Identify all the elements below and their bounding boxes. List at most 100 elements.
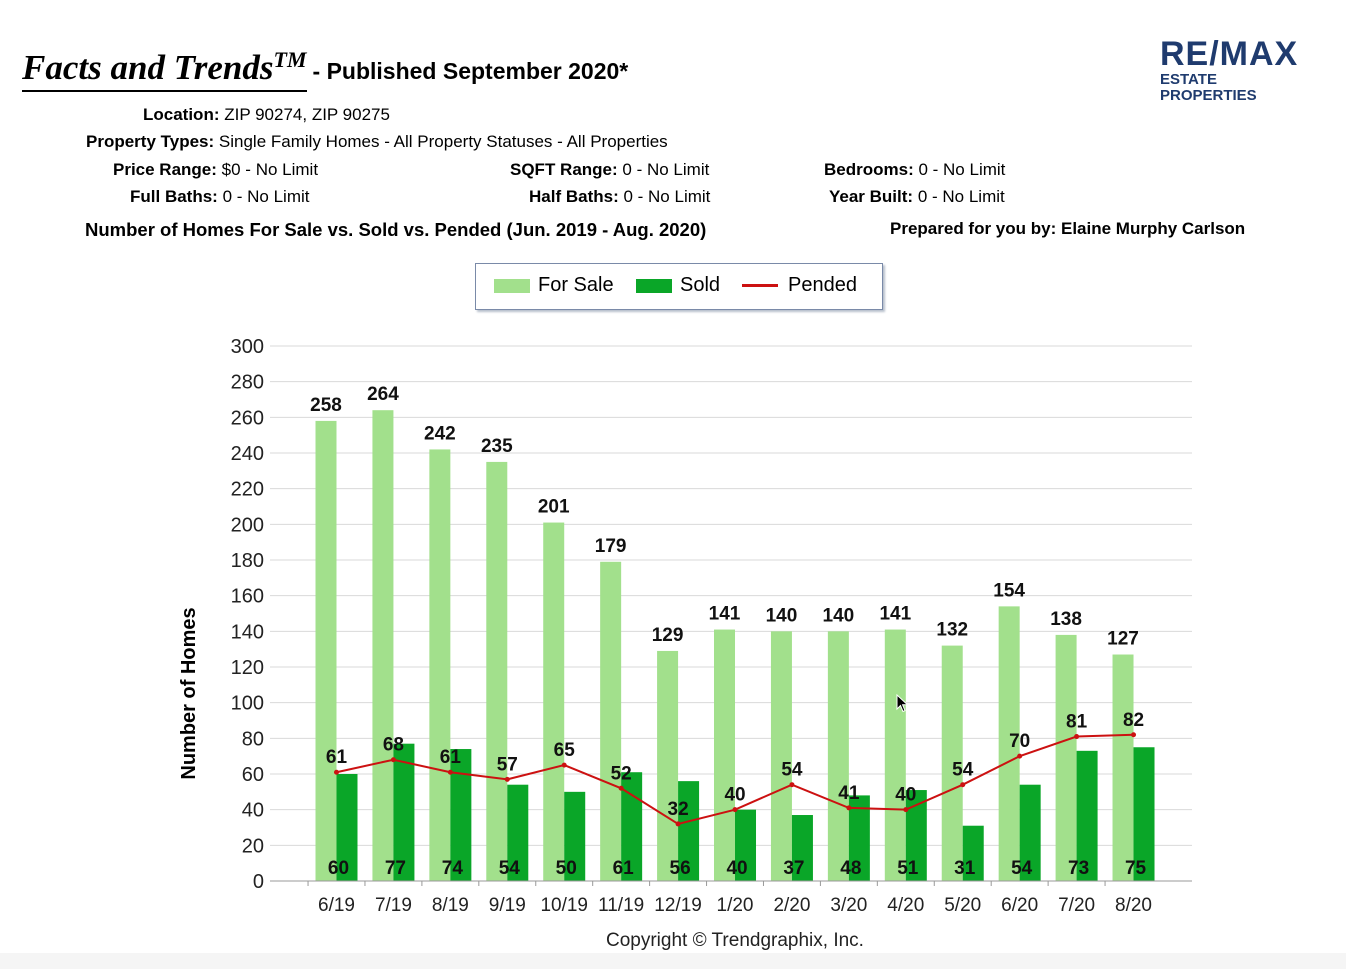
copyright-text: Copyright © Trendgraphix, Inc. xyxy=(606,930,864,951)
legend-item-sold: Sold xyxy=(636,274,720,297)
data-label-pended: 81 xyxy=(1066,712,1088,733)
data-label-sold: 77 xyxy=(385,858,406,879)
bar-for-sale xyxy=(884,629,906,881)
bar-sold xyxy=(393,743,415,881)
criteria-full-baths: Full Baths: 0 - No Limit xyxy=(130,187,310,207)
x-tick-label: 4/20 xyxy=(887,895,924,916)
data-label-for-sale: 235 xyxy=(481,436,513,457)
full-baths-value: 0 - No Limit xyxy=(222,187,310,206)
y-tick-label: 280 xyxy=(231,372,264,394)
bar-sold xyxy=(791,815,813,881)
legend-swatch-sold xyxy=(636,278,672,293)
x-tick-label: 6/19 xyxy=(318,895,355,916)
data-label-pended: 65 xyxy=(554,740,576,761)
full-baths-label: Full Baths: xyxy=(130,187,218,206)
data-label-for-sale: 154 xyxy=(993,580,1025,601)
x-tick-label: 8/19 xyxy=(432,895,469,916)
bar-for-sale xyxy=(315,420,337,881)
location-label: Location: xyxy=(143,105,220,124)
location-value: ZIP 90274, ZIP 90275 xyxy=(224,105,390,124)
x-tick-label: 8/20 xyxy=(1115,895,1152,916)
bar-sold xyxy=(735,809,757,881)
y-tick-label: 180 xyxy=(231,550,264,572)
bar-for-sale xyxy=(600,561,622,881)
price-range-label: Price Range: xyxy=(113,160,217,179)
data-label-for-sale: 242 xyxy=(424,423,456,444)
x-tick-label: 10/19 xyxy=(540,895,588,916)
y-tick-label: 60 xyxy=(242,764,264,786)
bar-sold xyxy=(621,772,643,881)
data-label-pended: 40 xyxy=(724,785,745,806)
data-label-pended: 54 xyxy=(952,760,974,781)
data-label-pended: 52 xyxy=(611,763,632,784)
data-label-pended: 40 xyxy=(895,785,916,806)
property-types-value: Single Family Homes - All Property Statu… xyxy=(218,132,668,151)
data-label-pended: 68 xyxy=(383,735,404,756)
data-label-for-sale: 201 xyxy=(538,497,570,518)
pended-point xyxy=(618,785,624,791)
year-built-label: Year Built: xyxy=(829,187,914,206)
logo-sub-text: ESTATE PROPERTIES xyxy=(1160,71,1257,104)
y-tick-label: 40 xyxy=(242,800,264,822)
bar-sold xyxy=(962,825,984,881)
data-label-sold: 60 xyxy=(328,858,349,879)
pended-point xyxy=(903,807,909,813)
brand-title: Facts and TrendsTM xyxy=(22,38,307,92)
data-label-pended: 41 xyxy=(838,783,860,804)
y-tick-label: 20 xyxy=(242,835,264,857)
x-tick-label: 12/19 xyxy=(654,895,702,916)
data-label-pended: 61 xyxy=(326,747,348,768)
legend-label-pended: Pended xyxy=(788,274,857,296)
bar-sold xyxy=(1133,747,1155,881)
data-label-for-sale: 138 xyxy=(1050,609,1082,630)
data-label-sold: 74 xyxy=(442,858,464,879)
bedrooms-label: Bedrooms: xyxy=(824,160,914,179)
data-label-for-sale: 132 xyxy=(936,620,968,641)
bar-for-sale xyxy=(372,410,394,881)
y-tick-label: 260 xyxy=(231,407,264,429)
criteria-location: Location: ZIP 90274, ZIP 90275 xyxy=(143,105,390,125)
pended-point xyxy=(675,821,681,827)
y-tick-label: 0 xyxy=(253,871,264,893)
bar-sold xyxy=(678,781,700,881)
chart-legend: For Sale Sold Pended xyxy=(475,263,883,310)
bar-for-sale xyxy=(998,606,1020,881)
x-tick-label: 2/20 xyxy=(773,895,810,916)
data-label-for-sale: 264 xyxy=(367,384,399,405)
chart-heading: Number of Homes For Sale vs. Sold vs. Pe… xyxy=(85,219,707,240)
y-axis-title: Number of Homes xyxy=(178,607,200,779)
data-label-sold: 48 xyxy=(840,858,861,879)
logo-main-text: RE/MAX xyxy=(1160,35,1299,73)
legend-label-for-sale: For Sale xyxy=(538,274,614,296)
data-label-pended: 70 xyxy=(1009,731,1030,752)
mouse-cursor-icon xyxy=(896,693,910,719)
legend-item-pended: Pended xyxy=(742,274,857,297)
y-tick-label: 80 xyxy=(242,728,264,750)
axes-layer: 0 20 40 60 80 100 120 140 160 180 200 220 240 260 280 3… xyxy=(178,336,1192,916)
pended-point xyxy=(390,757,396,763)
y-tick-label: 120 xyxy=(231,657,264,679)
data-label-for-sale: 141 xyxy=(879,604,911,625)
data-label-sold: 73 xyxy=(1068,858,1089,879)
data-label-for-sale: 140 xyxy=(766,605,798,626)
bar-for-sale xyxy=(486,461,508,881)
data-label-for-sale: 140 xyxy=(823,605,855,626)
property-types-label: Property Types: xyxy=(86,132,215,151)
legend-label-sold: Sold xyxy=(680,274,721,296)
legend-swatch-pended xyxy=(742,284,778,288)
bar-for-sale xyxy=(770,631,792,881)
x-tick-label: 9/19 xyxy=(489,895,526,916)
data-label-for-sale: 129 xyxy=(652,625,684,646)
data-label-for-sale: 179 xyxy=(595,536,627,557)
y-tick-label: 160 xyxy=(231,586,264,608)
bar-for-sale xyxy=(1112,654,1134,881)
y-tick-label: 300 xyxy=(231,336,264,358)
data-label-sold: 61 xyxy=(613,858,635,879)
data-label-sold: 56 xyxy=(670,858,691,879)
bar-sold xyxy=(1076,750,1098,881)
x-tick-label: 7/20 xyxy=(1058,895,1095,916)
bar-for-sale xyxy=(714,629,736,881)
data-label-pended: 61 xyxy=(440,747,462,768)
pended-point xyxy=(1074,734,1080,740)
labels-layer: 258 60 264 77 242 74 235 54 201 50 179 61 129 56 141 40… xyxy=(310,384,1146,879)
